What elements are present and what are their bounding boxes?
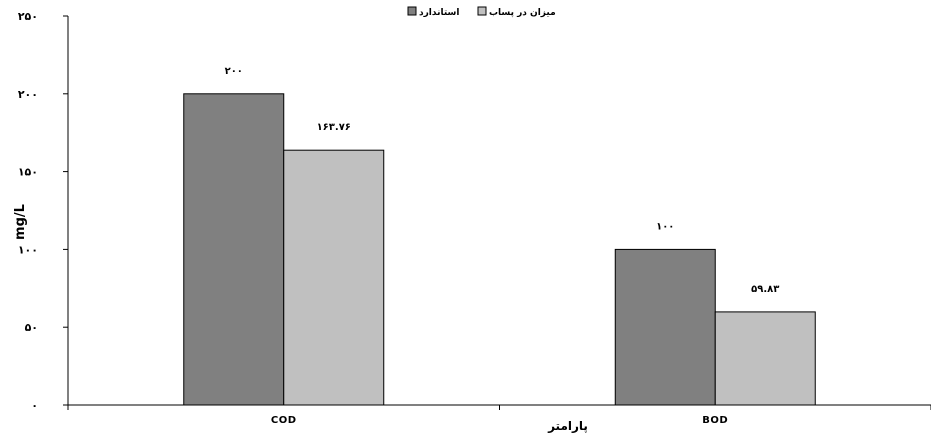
y-tick-label: ۲۵۰ <box>18 10 38 23</box>
legend-label: استاندارد <box>419 8 459 18</box>
legend-swatch <box>478 7 486 15</box>
y-axis-title: mg/L <box>13 204 28 240</box>
y-tick-label: ۵۰ <box>25 321 38 334</box>
x-tick-label: BOD <box>702 415 728 426</box>
y-tick-label: ۰ <box>31 399 38 412</box>
data-label: ۲۰۰ <box>225 66 243 77</box>
bar <box>615 249 715 405</box>
legend: استاندارد میزان در پساب <box>408 7 556 18</box>
y-tick-label: ۱۰۰ <box>18 243 38 256</box>
legend-swatch <box>408 7 416 15</box>
data-label: ۵۹.۸۳ <box>751 284 779 295</box>
legend-label: میزان در پساب <box>489 8 556 18</box>
data-label: ۱۰۰ <box>656 221 674 232</box>
bar <box>284 150 384 405</box>
y-tick-label: ۲۰۰ <box>18 88 38 101</box>
y-tick-label: ۱۵۰ <box>18 166 38 179</box>
x-axis-title: پارامتر <box>547 419 588 433</box>
bars <box>184 94 816 405</box>
bar <box>184 94 284 405</box>
x-tick-label: COD <box>271 415 297 426</box>
bar <box>715 312 815 405</box>
data-label: ۱۶۳.۷۶ <box>317 122 351 133</box>
